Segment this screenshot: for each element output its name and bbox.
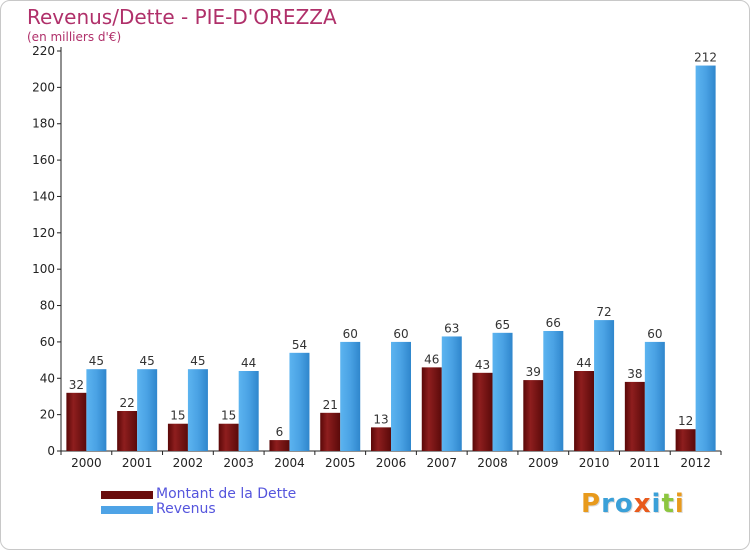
data-label-revenue: 45: [89, 354, 104, 368]
x-tick-label: 2012: [680, 456, 711, 470]
legend-label-revenue: Revenus: [156, 501, 216, 517]
data-label-debt: 13: [373, 412, 388, 426]
y-tick-label: 160: [32, 153, 55, 167]
x-tick-label: 2009: [528, 456, 559, 470]
bar-debt: [472, 372, 493, 451]
data-label-revenue: 212: [694, 51, 717, 65]
bar-revenue: [644, 341, 665, 451]
data-label-revenue: 63: [444, 321, 459, 335]
bar-debt: [523, 380, 544, 451]
bar-revenue: [695, 65, 716, 451]
data-label-debt: 15: [221, 409, 236, 423]
bar-revenue: [340, 341, 361, 451]
logo-letter: r: [601, 489, 615, 519]
x-tick-label: 2005: [325, 456, 356, 470]
logo-letter: i: [674, 489, 685, 519]
logo-letter: t: [661, 489, 675, 519]
data-label-revenue: 65: [495, 318, 510, 332]
logo-letter: P: [581, 489, 602, 519]
data-label-revenue: 72: [596, 305, 611, 319]
data-label-debt: 12: [678, 414, 693, 428]
logo-letter: x: [633, 489, 652, 519]
data-label-debt: 15: [170, 409, 185, 423]
bar-revenue: [289, 352, 310, 451]
data-label-revenue: 45: [140, 354, 155, 368]
data-label-revenue: 45: [190, 354, 205, 368]
bar-debt: [574, 371, 595, 451]
data-label-revenue: 44: [241, 356, 256, 370]
y-tick-label: 180: [32, 117, 55, 131]
data-label-debt: 22: [120, 396, 135, 410]
chart-subtitle: (en milliers d'€): [27, 30, 122, 44]
bar-debt: [66, 392, 87, 451]
bar-debt: [421, 367, 442, 451]
bar-revenue: [86, 369, 107, 451]
x-tick-label: 2008: [477, 456, 508, 470]
bar-revenue: [187, 369, 208, 451]
bar-debt: [167, 423, 188, 451]
proxiti-logo: Proxiti: [581, 489, 685, 519]
y-tick-label: 0: [47, 444, 55, 458]
bar-revenue: [137, 369, 158, 451]
data-label-debt: 32: [69, 378, 84, 392]
bar-revenue: [492, 332, 513, 451]
x-tick-label: 2004: [274, 456, 305, 470]
data-label-debt: 38: [627, 367, 642, 381]
bar-revenue: [391, 341, 411, 451]
y-tick-label: 20: [40, 408, 55, 422]
x-tick-label: 2007: [426, 456, 457, 470]
y-tick-label: 120: [32, 226, 55, 240]
bar-debt: [320, 412, 341, 451]
x-tick-label: 2010: [579, 456, 610, 470]
data-label-debt: 21: [323, 398, 338, 412]
data-label-revenue: 60: [647, 327, 662, 341]
y-tick-label: 40: [40, 371, 55, 385]
x-tick-label: 2002: [173, 456, 204, 470]
bar-debt: [675, 429, 696, 451]
logo-letter: o: [614, 489, 634, 519]
bar-debt: [371, 427, 391, 451]
x-tick-label: 2001: [122, 456, 153, 470]
y-tick-label: 140: [32, 189, 55, 203]
x-tick-label: 2000: [71, 456, 102, 470]
data-label-revenue: 66: [546, 316, 561, 330]
x-tick-label: 2003: [223, 456, 254, 470]
bar-revenue: [594, 320, 615, 451]
bar-debt: [624, 381, 645, 451]
data-label-debt: 6: [276, 425, 284, 439]
data-labels: 32 45 22 45 15 45 15 44 6 54 21 60 13 60 46 63 43 65 39 66 4…: [69, 51, 717, 440]
bar-revenue: [543, 331, 564, 451]
y-tick-label: 60: [40, 335, 55, 349]
legend-swatch-debt: [101, 491, 153, 499]
data-label-debt: 46: [424, 352, 439, 366]
data-label-debt: 43: [475, 358, 490, 372]
y-tick-label: 80: [40, 299, 55, 313]
axes: 0 20 40 60 80 100 120 140 160 180 200 220 2000 2001 20…: [32, 44, 722, 470]
bar-revenue: [441, 336, 462, 451]
bars: [66, 65, 716, 451]
y-tick-label: 100: [32, 262, 55, 276]
bar-revenue: [238, 371, 259, 451]
logo-letter: i: [651, 489, 662, 519]
data-label-revenue: 60: [343, 327, 358, 341]
chart-title: Revenus/Dette - PIE-D'OREZZA: [27, 5, 337, 29]
legend-label-debt: Montant de la Dette: [156, 486, 297, 502]
y-tick-label: 200: [32, 80, 55, 94]
x-tick-label: 2006: [376, 456, 407, 470]
bar-debt: [117, 411, 138, 451]
x-tick-label: 2011: [630, 456, 661, 470]
bar-debt: [269, 440, 290, 451]
data-label-debt: 44: [576, 356, 591, 370]
data-label-revenue: 54: [292, 338, 307, 352]
data-label-revenue: 60: [393, 327, 408, 341]
bar-debt: [218, 423, 239, 451]
data-label-debt: 39: [526, 365, 541, 379]
y-tick-label: 220: [32, 44, 55, 58]
legend-swatch-revenue: [101, 506, 153, 514]
